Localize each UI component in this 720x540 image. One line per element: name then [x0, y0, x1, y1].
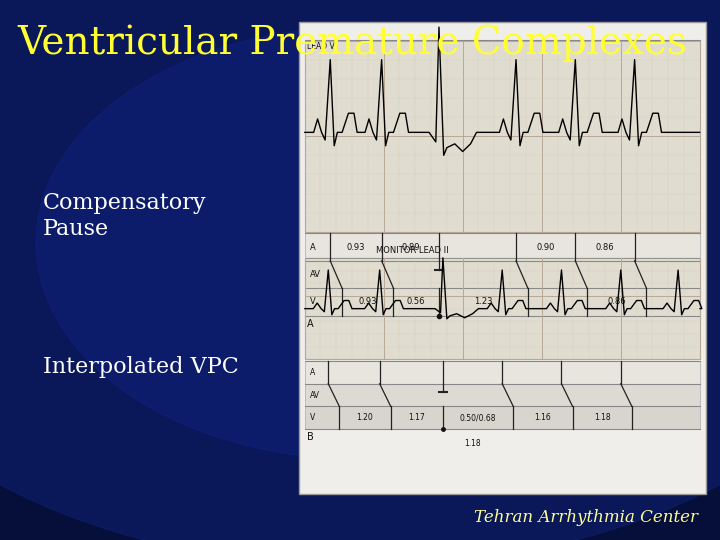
Text: 0.93: 0.93 [347, 242, 365, 252]
Text: 1.18: 1.18 [464, 440, 481, 448]
Text: MONITOR LEAD II: MONITOR LEAD II [376, 246, 449, 255]
Text: 0.86: 0.86 [608, 298, 626, 307]
Text: 1.18: 1.18 [594, 413, 611, 422]
Text: 0.90: 0.90 [536, 242, 555, 252]
Text: 1.23: 1.23 [474, 298, 492, 307]
Text: Compensatory
Pause: Compensatory Pause [43, 192, 207, 240]
Text: 1.20: 1.20 [356, 413, 374, 422]
Text: 0.86: 0.86 [595, 242, 614, 252]
Text: 1.17: 1.17 [408, 413, 426, 422]
Text: V: V [310, 298, 315, 307]
Text: 0.93: 0.93 [359, 298, 377, 307]
Text: V: V [310, 413, 315, 422]
Text: 0.50/0.68: 0.50/0.68 [460, 413, 496, 422]
Text: Tehran Arrhythmia Center: Tehran Arrhythmia Center [474, 510, 698, 526]
Bar [305, 258, 700, 360]
Bar [299, 22, 706, 494]
Text: 1.16: 1.16 [534, 413, 552, 422]
Text: A: A [307, 319, 313, 329]
Bar [305, 384, 700, 407]
Bar [305, 261, 700, 288]
Bar [305, 40, 700, 232]
Bar [305, 407, 700, 429]
Bar [305, 361, 700, 384]
Bar [305, 233, 700, 261]
Text: Ventricular Premature Complexes: Ventricular Premature Complexes [18, 24, 688, 62]
Text: A: A [310, 368, 315, 377]
Bar [305, 288, 700, 316]
Text: LEAD V₂: LEAD V₂ [307, 42, 338, 51]
Text: AV: AV [310, 270, 320, 279]
Text: AV: AV [310, 390, 320, 400]
Text: Interpolated VPC: Interpolated VPC [43, 356, 239, 378]
Text: 0.56: 0.56 [407, 298, 426, 307]
Text: 0.89: 0.89 [401, 242, 420, 252]
Ellipse shape [36, 27, 684, 459]
Text: B: B [307, 432, 313, 442]
Text: A: A [310, 242, 315, 252]
